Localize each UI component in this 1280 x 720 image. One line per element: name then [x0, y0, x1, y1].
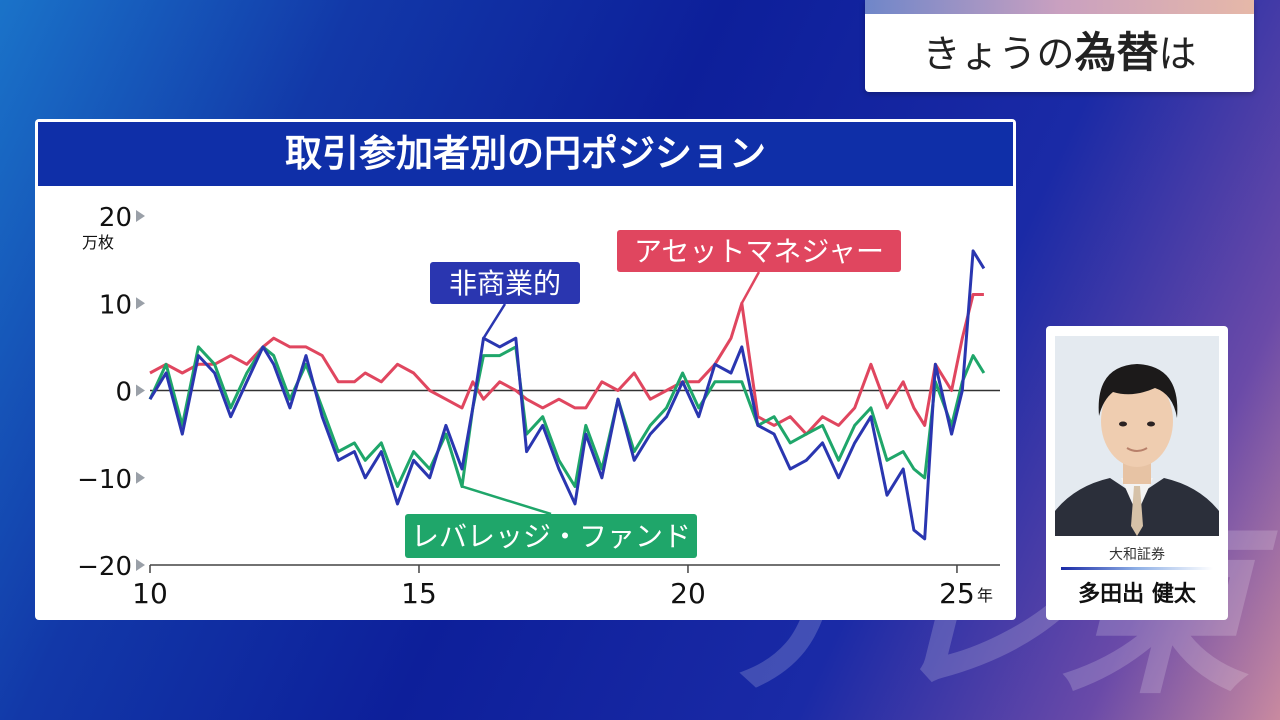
segment-title-highlight: 為替	[1074, 28, 1159, 77]
label-non-commercial-box	[430, 262, 580, 304]
x-tick-label: 25	[939, 577, 975, 610]
yen-position-chart: 20 10 0 −10 −20 万枚 10 15 20 25 年 非商業的 アセットマネジャーレバレッジ…	[77, 203, 1000, 610]
segment-title-suffix: は	[1158, 32, 1197, 76]
commentator-company: 大和証券	[1109, 547, 1165, 563]
segment-title-prefix: きょうの	[922, 32, 1075, 76]
label-asset-manager-pointer	[740, 271, 761, 304]
label-asset-manager-box	[617, 230, 901, 272]
commentator-name: 多田出 健太	[1078, 582, 1196, 607]
y-tick-label: 0	[115, 378, 132, 408]
label-non-commercial-label: 非商業的	[449, 267, 561, 300]
y-tick-arrow	[136, 384, 145, 397]
y-axis-unit: 万枚	[82, 233, 114, 252]
series-line-0	[148, 249, 986, 541]
chart-panel: 取引参加者別の円ポジション 20 10 0 −10 −20 万枚 10 15 20 25 年 非商業的…	[35, 119, 1016, 620]
y-tick-arrow	[136, 210, 145, 222]
y-tick-label: −20	[77, 552, 132, 582]
label-leveraged-label: レバレッジ・ファンド	[411, 520, 691, 553]
person-silhouette-icon	[1055, 336, 1219, 536]
x-tick-label: 15	[401, 577, 437, 610]
segment-title-box: きょうの為替は	[865, 0, 1254, 92]
y-tick-arrow	[136, 559, 145, 571]
commentator-card: 大和証券 多田出 健太	[1046, 326, 1228, 620]
y-tick-arrow	[136, 471, 145, 484]
series-line-1	[149, 293, 984, 436]
y-tick-label: 10	[99, 290, 132, 320]
title-strip	[865, 0, 1254, 14]
segment-title: きょうの為替は	[865, 22, 1254, 85]
commentator-photo	[1055, 336, 1219, 536]
label-asset-manager-label: アセットマネジャー	[634, 235, 884, 268]
name-divider	[1061, 567, 1213, 570]
label-non-commercial-pointer	[482, 303, 507, 339]
label-leveraged-pointer	[461, 485, 552, 516]
y-tick-arrow	[136, 297, 145, 310]
y-tick-label: −10	[77, 465, 132, 495]
x-axis-unit: 年	[977, 586, 993, 605]
x-tick-label: 20	[670, 577, 706, 610]
label-leveraged-box	[405, 514, 697, 558]
y-tick-label: 20	[99, 203, 132, 233]
chart-title: 取引参加者別の円ポジション	[38, 122, 1013, 186]
x-tick-label: 10	[132, 577, 168, 610]
